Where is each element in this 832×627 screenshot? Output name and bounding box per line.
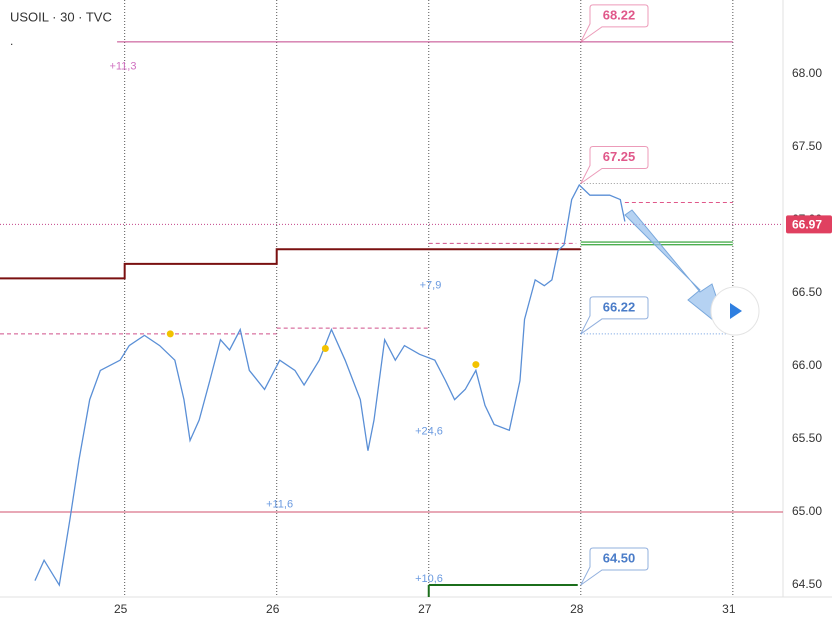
annotation: +24,6: [415, 426, 443, 438]
callout-box: [580, 146, 649, 184]
x-tick-label: 31: [722, 602, 736, 616]
x-tick-label: 27: [418, 602, 432, 616]
y-tick-label: 65.00: [792, 504, 822, 518]
y-tick-label: 64.50: [792, 577, 822, 591]
callout-box: [580, 547, 649, 586]
chart-subtitle: .: [10, 34, 13, 48]
callout-label: 64.50: [603, 550, 636, 565]
y-tick-label: 65.50: [792, 431, 822, 445]
annotation: +11,6: [266, 499, 293, 511]
y-tick-label: 67.50: [792, 139, 822, 153]
current-price-box: [786, 215, 832, 234]
annotation: +11,3: [109, 61, 136, 73]
annotation: +10,6: [415, 573, 443, 585]
x-tick-label: 25: [114, 602, 128, 616]
x-tick-label: 26: [266, 602, 280, 616]
y-tick-label: 66.00: [792, 358, 822, 372]
price-line: [34, 183, 626, 587]
callout-box: [580, 4, 649, 43]
callout-label: 66.22: [603, 299, 636, 314]
chart-title: USOIL · 30 · TVC: [10, 9, 112, 24]
annotation: +7,9: [420, 280, 442, 292]
callout-label: 68.22: [603, 7, 636, 22]
event-marker: [321, 345, 329, 353]
y-tick-label: 66.50: [792, 285, 822, 299]
current-price-label: 66.97: [792, 218, 822, 232]
event-marker: [166, 330, 174, 338]
callout-box: [580, 296, 649, 335]
y-tick-label: 68.00: [792, 66, 822, 80]
callout-label: 67.25: [603, 149, 636, 164]
event-marker: [472, 361, 480, 369]
play-icon: [730, 303, 742, 319]
step-line: [0, 248, 581, 280]
x-tick-label: 28: [570, 602, 584, 616]
